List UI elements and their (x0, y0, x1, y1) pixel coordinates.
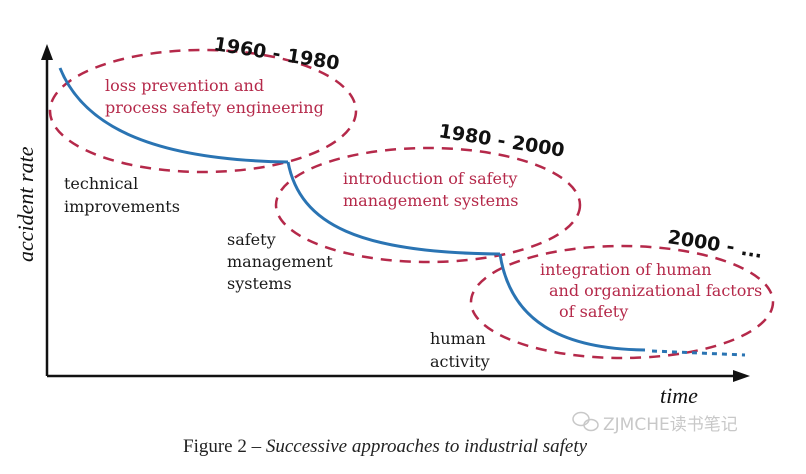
x-axis-arrow-icon (733, 370, 750, 382)
phase-2-driver-line-2: management (227, 252, 333, 271)
phase-2-approach-line-2: management systems (343, 191, 518, 210)
x-axis-label: time (660, 383, 698, 408)
phase-2-driver-line-3: systems (227, 274, 292, 293)
phase-2-approach-line-1: introduction of safety (343, 169, 517, 188)
phase-2-driver-line-1: safety (227, 230, 276, 249)
phase-3-approach-line-1: integration of human (540, 260, 712, 279)
phase-3-driver-line-1: human (430, 329, 486, 348)
phase-3-ellipse (469, 244, 775, 360)
future-trend-dotted (651, 349, 746, 357)
period-1-label: 1960 - 1980 (212, 33, 341, 75)
watermark: ZJMCHE读书笔记 (603, 415, 738, 435)
wechat-icon (572, 411, 599, 432)
phase-3-curve (498, 253, 646, 352)
caption-text: Successive approaches to industrial safe… (266, 436, 588, 457)
figure-caption: Figure 2 – Successive approaches to indu… (183, 436, 588, 457)
phase-1-ellipse (48, 48, 358, 174)
phase-2-curve (286, 161, 501, 256)
y-axis-label: accident rate (13, 146, 38, 262)
period-3-label: 2000 - ... (666, 226, 764, 263)
phase-1-approach-line-1: loss prevention and (105, 76, 264, 95)
phase-1-approach-line-2: process safety engineering (105, 98, 324, 117)
phase-3-driver-line-2: activity (430, 352, 490, 371)
phase-3-approach-line-3: of safety (559, 302, 628, 321)
phase-1-driver-line-2: improvements (64, 197, 180, 216)
caption-prefix: Figure 2 – (183, 436, 266, 457)
y-axis-arrow-icon (41, 44, 53, 60)
phase-2-ellipse (274, 146, 582, 264)
phase-3-approach-line-2: and organizational factors (549, 281, 762, 300)
phase-1-driver-line-1: technical (64, 174, 138, 193)
phase-1-curve (58, 67, 289, 164)
